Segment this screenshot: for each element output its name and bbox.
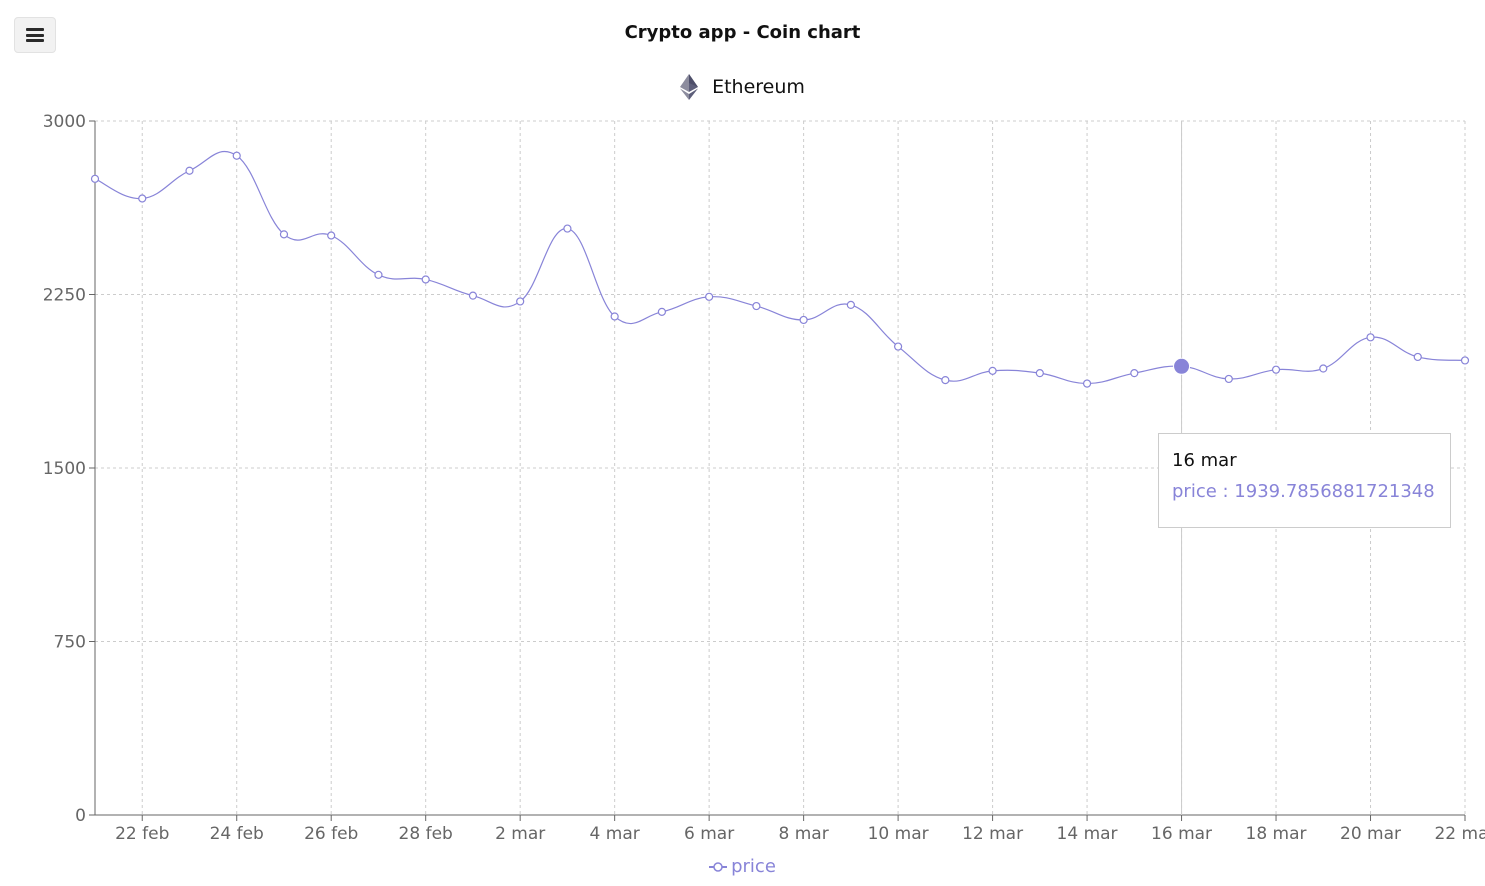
y-tick-label: 1500 <box>43 459 86 479</box>
x-tick-label: 16 mar <box>1151 824 1212 844</box>
data-point <box>705 292 714 301</box>
y-tick-label: 0 <box>75 806 86 826</box>
x-tick-label: 28 feb <box>399 824 453 844</box>
data-point <box>752 301 761 311</box>
coin-header: Ethereum <box>0 74 1485 100</box>
data-point <box>657 307 666 316</box>
x-tick-label: 4 mar <box>590 824 640 844</box>
chart-legend[interactable]: price <box>0 856 1485 877</box>
ethereum-icon <box>680 74 699 100</box>
data-point <box>988 366 997 375</box>
x-tick-label: 10 mar <box>868 824 929 844</box>
data-point <box>846 300 855 310</box>
data-point <box>1082 379 1092 388</box>
data-point <box>185 166 194 175</box>
data-point <box>327 231 336 240</box>
coin-name: Ethereum <box>712 76 805 98</box>
data-point <box>941 375 950 385</box>
x-tick-label: 2 mar <box>495 824 545 844</box>
x-tick-label: 26 feb <box>304 824 358 844</box>
chart-tooltip: 16 mar price : 1939.7856881721348 <box>1158 433 1451 528</box>
data-point <box>1224 374 1233 384</box>
hamburger-menu-icon <box>26 28 44 42</box>
x-tick-label: 20 mar <box>1340 824 1401 844</box>
x-tick-label: 8 mar <box>779 824 829 844</box>
page-title: Crypto app - Coin chart <box>624 22 861 43</box>
data-point <box>610 312 619 321</box>
data-point <box>1319 364 1328 373</box>
data-point <box>516 297 525 306</box>
data-point <box>894 342 903 351</box>
x-tick-label: 14 mar <box>1057 824 1118 844</box>
y-tick-label: 3000 <box>43 112 86 132</box>
data-point <box>138 194 147 203</box>
data-point <box>1366 333 1375 342</box>
data-point <box>1271 365 1281 374</box>
data-point <box>421 275 430 284</box>
x-tick-label: 18 mar <box>1246 824 1307 844</box>
data-point <box>799 315 808 325</box>
data-point <box>563 224 572 233</box>
data-point <box>1035 369 1044 378</box>
tooltip-value: price : 1939.7856881721348 <box>1172 481 1435 502</box>
y-tick-label: 750 <box>54 633 86 653</box>
data-point <box>279 230 289 239</box>
data-point <box>1460 356 1470 365</box>
menu-button[interactable] <box>14 17 56 53</box>
data-point <box>90 174 100 183</box>
data-point <box>374 270 383 279</box>
legend-line-icon <box>709 861 728 872</box>
active-data-point <box>1173 357 1191 375</box>
legend-label: price <box>731 856 776 877</box>
x-tick-label: 12 mar <box>962 824 1023 844</box>
data-point <box>1130 369 1139 378</box>
y-tick-label: 2250 <box>43 286 86 306</box>
x-tick-label: 24 feb <box>210 824 264 844</box>
series-line-price <box>94 150 1466 385</box>
data-point <box>232 151 241 160</box>
data-point <box>468 291 478 300</box>
x-tick-label: 22 mar <box>1434 824 1485 844</box>
tooltip-label: 16 mar <box>1172 450 1237 471</box>
x-tick-label: 6 mar <box>684 824 734 844</box>
data-point <box>1413 352 1422 362</box>
x-tick-label: 22 feb <box>115 824 169 844</box>
